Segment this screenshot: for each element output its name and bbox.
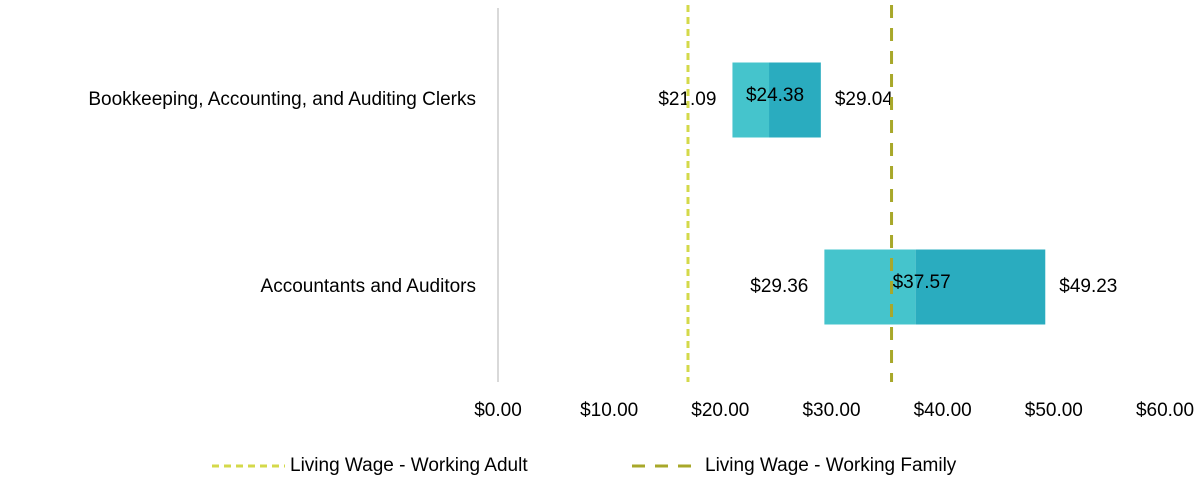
bar-upper xyxy=(769,62,821,138)
legend-label: Living Wage - Working Adult xyxy=(290,455,528,476)
high-label: $49.23 xyxy=(1059,276,1117,297)
bar-lower xyxy=(732,62,770,138)
median-label: $24.38 xyxy=(746,85,804,106)
x-tick-label: $10.00 xyxy=(580,400,638,421)
category-label: Bookkeeping, Accounting, and Auditing Cl… xyxy=(88,89,476,110)
x-tick-label: $0.00 xyxy=(474,400,522,421)
x-tick-label: $40.00 xyxy=(914,400,972,421)
x-tick-label: $50.00 xyxy=(1025,400,1083,421)
low-label: $21.09 xyxy=(658,89,716,110)
x-tick-label: $20.00 xyxy=(691,400,749,421)
bar-upper xyxy=(915,249,1046,325)
category-label: Accountants and Auditors xyxy=(261,276,476,297)
median-label: $37.57 xyxy=(893,272,951,293)
x-tick-label: $30.00 xyxy=(802,400,860,421)
high-label: $29.04 xyxy=(835,89,894,110)
bar-lower xyxy=(824,249,916,325)
low-label: $29.36 xyxy=(750,276,808,297)
x-tick-label: $60.00 xyxy=(1136,400,1194,421)
legend-label: Living Wage - Working Family xyxy=(705,455,957,476)
